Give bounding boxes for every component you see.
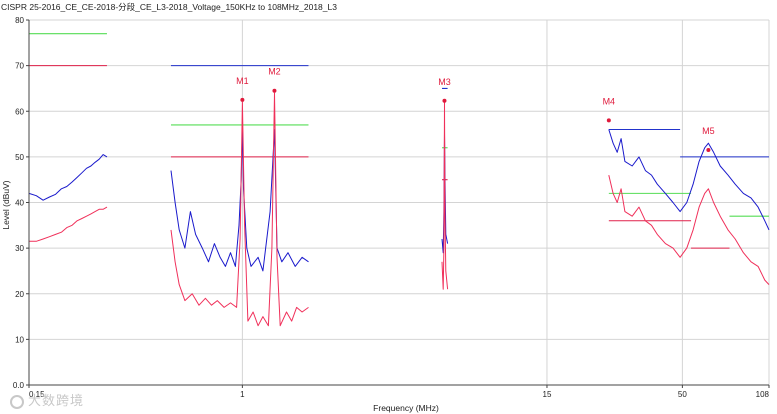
y-axis-label: Level (dBuV) xyxy=(1,180,11,229)
marker-label: M4 xyxy=(603,96,616,106)
watermark-logo-icon xyxy=(10,394,24,409)
y-tick-label: 50 xyxy=(15,153,24,162)
x-tick-label: 1 xyxy=(240,390,245,399)
y-tick-label: 30 xyxy=(15,244,24,253)
watermark: 大数跨境 xyxy=(10,390,84,409)
series-1-line xyxy=(28,154,108,201)
limit-lines xyxy=(29,33,769,249)
marker-point xyxy=(272,88,277,93)
x-tick-label: 0.15 xyxy=(29,390,45,399)
y-tick-label: 0.0 xyxy=(13,381,25,390)
x-tick-label: 15 xyxy=(543,390,552,399)
marker-point xyxy=(442,98,447,103)
marker-point xyxy=(240,97,245,102)
series-2-line xyxy=(608,174,770,285)
chart-title: CISPR 25-2016_CE_CE-2018-分段_CE_L3-2018_V… xyxy=(1,2,337,12)
series-1-line xyxy=(608,129,770,231)
marker-label: M2 xyxy=(268,67,281,77)
series-2-line xyxy=(170,92,309,327)
markers: M1 M2 M3 M4 M5 xyxy=(236,67,715,153)
marker-point xyxy=(706,148,711,153)
y-tick-label: 80 xyxy=(15,16,24,25)
y-tick-label: 10 xyxy=(15,335,24,344)
marker-label: M3 xyxy=(438,77,451,87)
x-tick-label: 50 xyxy=(678,390,687,399)
y-tick-label: 70 xyxy=(15,62,24,71)
y-tick-label: 20 xyxy=(15,290,24,299)
series-2-line xyxy=(29,206,108,242)
x-axis-label: Frequency (MHz) xyxy=(373,403,439,413)
x-tick-label: 108 xyxy=(756,390,770,399)
marker-label: M5 xyxy=(702,126,715,136)
marker-point xyxy=(606,118,611,123)
grid-layer xyxy=(28,19,770,386)
y-tick-label: 60 xyxy=(15,107,24,116)
axes: 0.0 10 20 30 40 50 60 70 80 0.15 1 15 50 108 xyxy=(13,16,770,399)
y-tick-label: 40 xyxy=(15,199,24,208)
marker-label: M1 xyxy=(236,76,249,86)
watermark-text: 大数跨境 xyxy=(28,394,85,409)
